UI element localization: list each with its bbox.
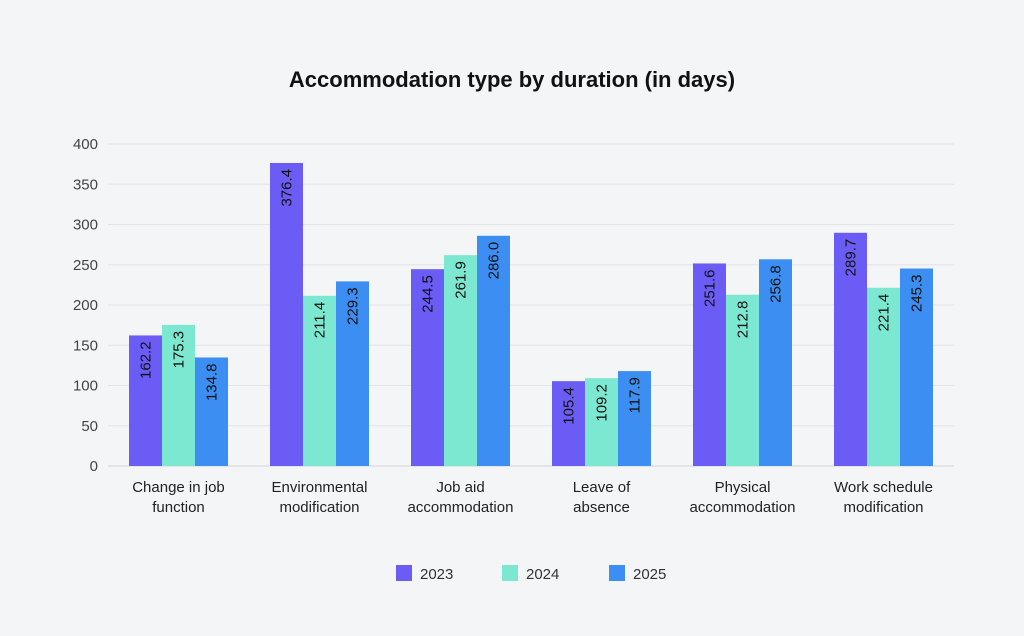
bar-value-label: 134.8 [204,363,221,401]
x-category-label: function [152,499,205,516]
bar-2023-0[interactable] [129,335,162,466]
x-category-label: absence [573,499,630,516]
x-axis-categories: Change in job function Environmental modifi… [132,479,933,516]
bar-value-label: 117.9 [627,377,644,413]
bar-2024-2[interactable] [444,255,477,466]
chart-title: Accommodation type by duration (in days) [289,67,735,92]
y-tick-label: 150 [73,337,98,354]
bar-2024-1[interactable] [303,295,336,466]
bar-value-label: 175.3 [171,331,188,369]
bar-value-label: 245.3 [909,275,926,313]
bar-2025-0[interactable] [195,357,228,466]
bar-value-label: 105.4 [561,387,578,425]
x-category-label: accommodation [690,499,796,516]
y-tick-label: 50 [81,418,98,435]
bar-2025-2[interactable] [477,235,510,466]
bar-value-label: 289.7 [843,239,860,277]
legend-swatch-2023[interactable] [396,565,412,581]
x-category-label: accommodation [408,499,514,516]
x-category-label: Work schedule [834,479,933,496]
y-tick-label: 100 [73,378,98,395]
bar-value-label: 109.2 [594,384,611,422]
legend-swatch-2024[interactable] [502,565,518,581]
y-tick-label: 200 [73,297,98,314]
bar-2023-4[interactable] [693,263,726,466]
bar-2023-1[interactable] [270,162,303,467]
bar-value-label: 256.8 [768,265,785,303]
x-category-label: modification [843,499,923,516]
y-tick-label: 350 [73,176,98,193]
bar-value-label: 162.2 [138,341,155,379]
bar-value-label: 229.3 [345,287,362,325]
legend[interactable]: 2023 2024 2025 [396,565,666,583]
bar-value-label: 244.5 [420,275,437,313]
legend-swatch-2025[interactable] [609,565,625,581]
bar-2023-2[interactable] [411,269,444,466]
bar-value-label: 376.4 [279,169,296,207]
legend-label-2023[interactable]: 2023 [420,566,453,583]
y-axis-ticks: 0 50 100 150 200 250 300 350 400 [73,136,98,475]
y-tick-label: 300 [73,217,98,234]
grid-lines [108,143,954,467]
bar-2024-0[interactable] [162,324,195,466]
bar-value-label: 286.0 [486,242,503,280]
y-tick-label: 400 [73,136,98,153]
bar-2025-5[interactable] [900,268,933,466]
bar-value-label: 211.4 [312,302,329,338]
bars [129,162,933,467]
bar-value-label: 212.8 [735,301,752,339]
x-category-label: Physical [715,479,771,496]
bar-2024-4[interactable] [726,294,759,466]
legend-label-2024[interactable]: 2024 [526,566,559,583]
x-category-label: Leave of [573,479,631,496]
x-category-label: Job aid [436,479,484,496]
bar-2025-4[interactable] [759,259,792,466]
bar-value-label: 251.6 [702,269,719,307]
data-labels: 162.2 376.4 244.5 105.4 251.6 289.7 175.3 211.4… [138,169,926,425]
x-category-label: modification [279,499,359,516]
bar-2024-3[interactable] [585,378,618,466]
y-tick-label: 250 [73,257,98,274]
y-tick-label: 0 [90,458,98,475]
bar-2023-5[interactable] [834,232,867,466]
bar-2024-5[interactable] [867,287,900,466]
legend-label-2025[interactable]: 2025 [633,566,666,583]
bar-value-label: 221.4 [876,294,893,332]
bar-2023-3[interactable] [552,381,585,466]
bar-value-label: 261.9 [453,261,470,299]
x-category-label: Environmental [272,479,368,496]
bar-2025-3[interactable] [618,371,651,466]
x-category-label: Change in job [132,479,225,496]
bar-2025-1[interactable] [336,281,369,466]
